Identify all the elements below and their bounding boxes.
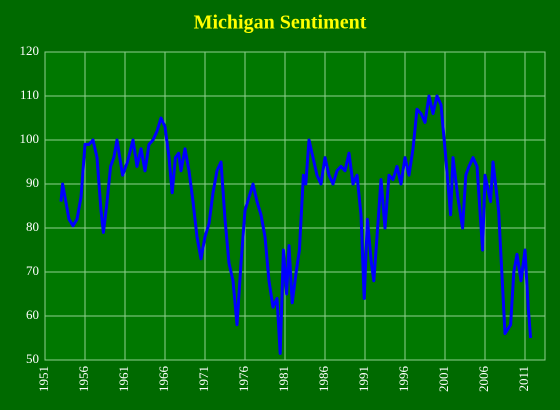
y-tick-label: 80 (26, 219, 39, 234)
x-tick-label: 1981 (276, 366, 291, 392)
y-tick-label: 90 (26, 175, 39, 190)
x-tick-label: 1951 (36, 366, 51, 392)
y-tick-label: 50 (26, 351, 39, 366)
x-tick-label: 1991 (356, 366, 371, 392)
x-tick-label: 1961 (116, 366, 131, 392)
x-tick-label: 1966 (156, 366, 171, 393)
y-tick-label: 60 (26, 307, 39, 322)
x-tick-label: 1976 (236, 366, 251, 393)
y-tick-label: 110 (20, 87, 39, 102)
x-tick-label: 2011 (516, 366, 531, 392)
data-line (59, 94, 533, 355)
x-tick-label: 1971 (196, 366, 211, 392)
plot-area (44, 51, 546, 361)
x-tick-label: 1956 (76, 366, 91, 393)
x-tick-label: 1986 (316, 366, 331, 393)
y-tick-label: 120 (20, 43, 40, 58)
y-tick-label: 70 (26, 263, 39, 278)
x-tick-label: 2001 (436, 366, 451, 392)
chart-title: Michigan Sentiment (194, 12, 367, 34)
x-tick-label: 1996 (396, 366, 411, 393)
x-tick-label: 2006 (476, 366, 491, 393)
y-tick-label: 100 (20, 131, 40, 146)
